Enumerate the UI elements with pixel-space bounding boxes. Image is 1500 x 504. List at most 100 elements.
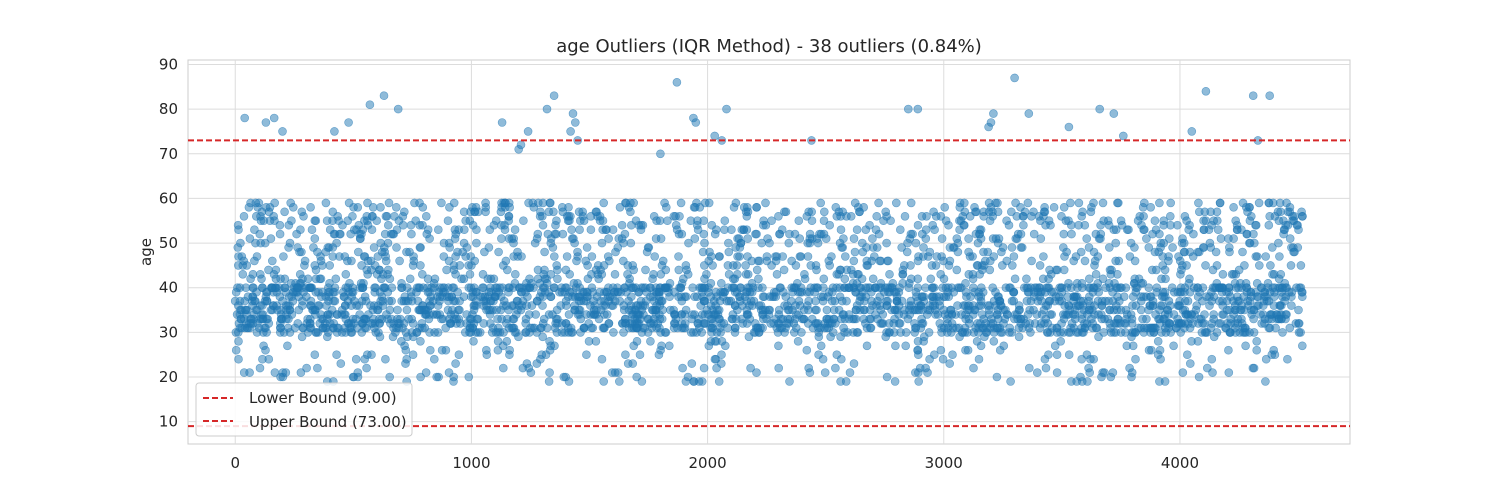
data-point [399,296,409,306]
x-tick-label: 0 [230,454,240,472]
data-point [363,269,373,279]
data-point [311,216,321,225]
data-point [655,216,665,225]
data-point [635,350,645,360]
data-point [868,274,878,284]
data-point [1270,287,1279,297]
data-point [691,118,701,127]
data-point [394,216,404,225]
data-point [252,252,262,261]
data-point [1268,243,1277,252]
data-point [1067,229,1076,239]
data-point [969,328,979,337]
data-point [852,225,862,234]
data-point [892,305,902,315]
data-point [316,256,326,266]
data-point [718,292,728,302]
data-point [937,234,947,243]
data-point [1280,278,1290,288]
data-point [779,265,789,275]
data-point [727,225,736,234]
data-point [1007,243,1017,252]
data-point [741,261,750,270]
data-point [972,207,981,217]
data-point [1036,234,1046,243]
data-point [388,332,398,342]
data-point [575,225,584,234]
data-point [1105,243,1114,252]
data-point [805,229,815,239]
data-point [538,332,548,342]
data-point [1187,336,1196,346]
data-point [1005,323,1015,333]
data-point [1086,354,1095,364]
data-point [1122,341,1132,351]
data-point [582,243,592,252]
data-point [917,229,927,239]
data-point [429,354,439,364]
data-point [717,350,726,360]
data-point [257,310,267,319]
data-point [611,247,620,257]
data-point [353,247,363,257]
data-point [1059,265,1069,275]
data-point [1104,278,1114,288]
data-point [724,247,734,257]
data-point [383,265,393,275]
data-point [307,225,317,234]
data-point [938,354,948,364]
data-point [983,301,993,310]
data-point [835,238,845,248]
data-point [1073,283,1082,293]
data-point [1056,336,1065,346]
data-point [720,216,730,225]
data-point [316,274,326,284]
data-point [300,256,310,266]
data-point [849,234,859,243]
data-point [1036,216,1045,225]
data-point [664,341,674,351]
data-point [524,363,534,373]
data-point [822,305,832,315]
data-point [834,305,844,315]
data-point [1260,314,1270,324]
data-point [1279,229,1288,239]
data-point [1294,319,1303,328]
data-point [1224,234,1233,243]
data-point [1241,278,1251,288]
data-point [470,301,480,310]
data-point [988,283,998,293]
data-point [789,283,799,293]
data-point [546,238,556,248]
data-point [1019,220,1028,230]
data-point [1275,252,1284,261]
data-point [928,220,938,230]
data-point [482,305,491,315]
data-point [391,203,401,212]
data-point [1192,301,1201,310]
data-point [699,296,709,306]
data-point [449,377,458,386]
data-point [1093,283,1102,293]
data-point [829,314,838,324]
data-point [797,328,806,337]
data-point [676,283,686,293]
data-point [1208,368,1217,377]
data-point [1016,243,1026,252]
x-tick-label: 1000 [452,454,490,472]
data-point [730,328,740,337]
data-point [234,252,243,261]
data-point [475,328,485,337]
data-point [782,319,792,328]
data-point [484,243,494,252]
data-point [538,198,548,208]
data-point [855,207,864,217]
data-point [806,261,816,270]
data-point [690,310,699,319]
data-point [913,274,923,284]
data-point [1029,287,1039,297]
data-point [1254,198,1264,208]
data-point [478,283,487,293]
data-point [1042,328,1052,337]
data-point [1066,198,1075,208]
